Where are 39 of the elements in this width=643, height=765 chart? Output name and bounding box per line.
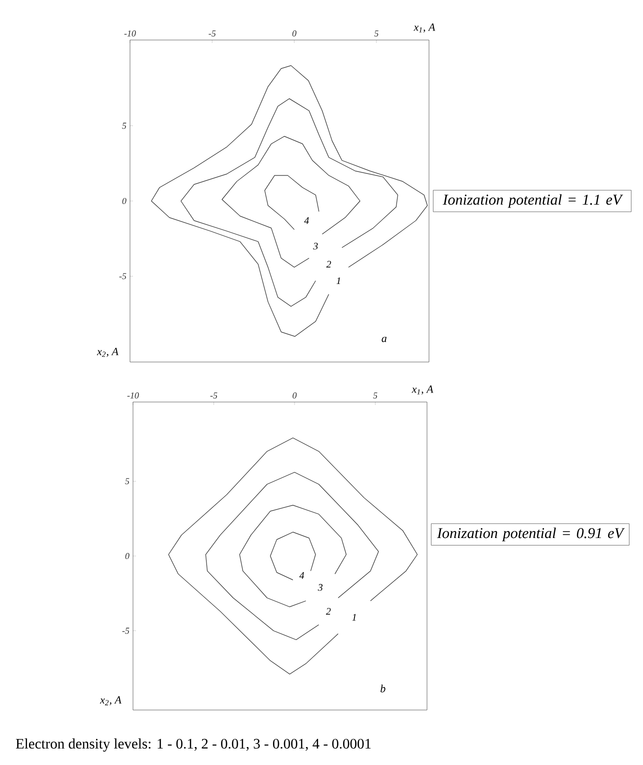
line-series <box>151 65 428 337</box>
y-tick-label: -5 <box>122 628 130 634</box>
x-tick-label: 5 <box>374 30 378 36</box>
line-series <box>168 438 418 674</box>
line-series <box>239 504 347 608</box>
x-tick-label: -10 <box>127 392 139 398</box>
text: Ionization potential = 1.1 eV <box>442 194 624 208</box>
series-label: 4 <box>304 217 309 224</box>
x-axis-title: x$_{1}$, A <box>412 386 434 394</box>
annotation: b <box>380 684 386 692</box>
x-tick-label: -5 <box>208 30 216 36</box>
annotation: a <box>382 336 386 342</box>
line-series <box>180 98 398 307</box>
y-axis-title: x$_{2}$, A <box>96 348 119 357</box>
series-label: 4 <box>299 572 304 579</box>
series-label: 3 <box>313 242 318 250</box>
series-label: 3 <box>318 584 323 591</box>
y-tick-label: -5 <box>119 273 126 280</box>
series-label: 2 <box>326 260 332 268</box>
text: Electron density levels: 1 - 0.1, 2 - 0.01, 3 - 0.001, 4 - 0.0001 <box>16 738 371 752</box>
x-axis-title: x$_{1}$, A <box>414 24 436 32</box>
y-tick-label: 5 <box>122 122 126 129</box>
series-label: 1 <box>336 277 340 284</box>
series-label: 1 <box>352 614 356 621</box>
line-series <box>264 175 320 230</box>
text: Ionization potential = 0.91 eV <box>436 528 625 542</box>
x-tick-label: 0 <box>292 30 296 36</box>
y-tick-label: 0 <box>125 552 130 560</box>
x-tick-label: -5 <box>210 392 218 398</box>
x-tick-label: 5 <box>373 392 378 398</box>
line-series <box>222 136 360 268</box>
x-tick-label: 0 <box>292 392 297 398</box>
line-series <box>205 472 379 640</box>
x-tick-label: -10 <box>124 30 136 36</box>
series-label: 2 <box>326 608 331 615</box>
y-axis-title: x$_{2}$, A <box>100 696 122 706</box>
line-series <box>270 532 316 580</box>
y-tick-label: 5 <box>125 478 130 484</box>
y-tick-label: 0 <box>122 198 126 204</box>
